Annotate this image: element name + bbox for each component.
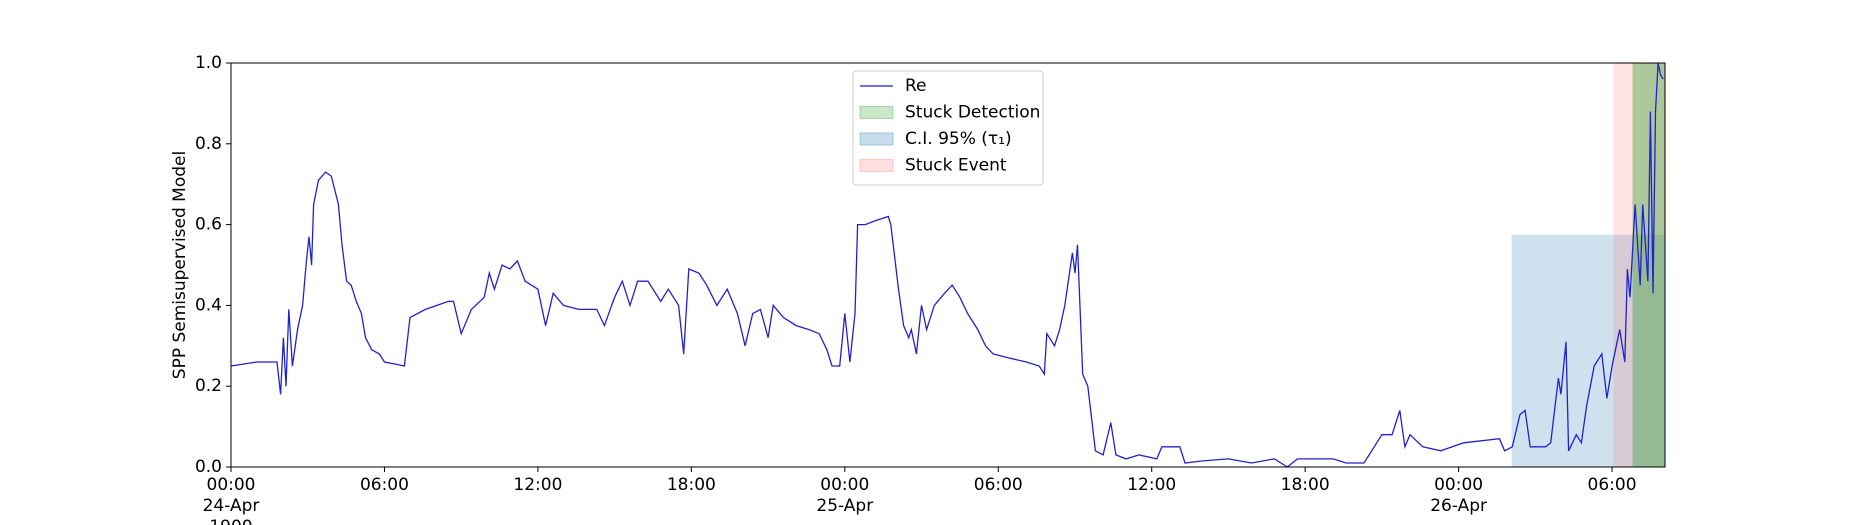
legend-label: C.I. 95% (τ₁) — [905, 129, 1012, 149]
x-tick-label: 06:00 — [1588, 475, 1637, 495]
y-tick-label: 0.4 — [195, 295, 222, 315]
y-tick-label: 0.0 — [195, 457, 222, 477]
legend-box — [852, 70, 1044, 186]
x-tick-label: 24-Apr — [203, 496, 260, 516]
y-axis-label: SPP Semisupervised Model — [170, 151, 190, 379]
x-tick-label: 00:00 — [207, 475, 256, 495]
legend-swatch — [859, 106, 894, 119]
legend-swatch — [859, 159, 894, 172]
legend-label: Re — [905, 76, 927, 96]
legend: Re Stuck Detection C.I. 95% (τ₁) Stuck Even… — [852, 70, 1044, 186]
x-tick-label: 1900 — [209, 517, 252, 525]
x-tick-label: 00:00 — [1434, 475, 1483, 495]
y-tick-label: 0.6 — [195, 215, 222, 235]
y-tick-label: 1.0 — [195, 53, 222, 73]
data-line — [230, 62, 1664, 468]
legend-label: Stuck Event — [905, 156, 1007, 176]
legend-swatch — [859, 132, 894, 146]
x-tick-label: 06:00 — [360, 475, 409, 495]
x-tick-label: 00:00 — [820, 475, 869, 495]
x-tick-label: 12:00 — [1127, 475, 1176, 495]
x-tick-label: 12:00 — [513, 475, 562, 495]
x-tick-label: 26-Apr — [1430, 496, 1487, 516]
x-tick-label: 18:00 — [667, 475, 716, 495]
legend-label: Stuck Detection — [905, 103, 1040, 123]
x-tick-label: 18:00 — [1281, 475, 1330, 495]
y-tick-label: 0.2 — [195, 376, 222, 396]
y-tick-label: 0.8 — [195, 134, 222, 154]
x-tick-label: 25-Apr — [816, 496, 873, 516]
plot-frame — [230, 62, 1666, 468]
x-tick-label: 06:00 — [974, 475, 1023, 495]
